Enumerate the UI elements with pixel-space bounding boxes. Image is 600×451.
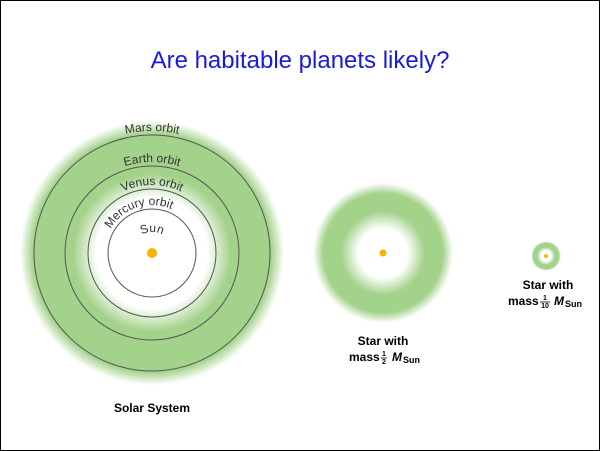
sun — [147, 248, 157, 258]
fraction-num: 1 — [543, 295, 547, 302]
star-label: Star with — [523, 278, 574, 292]
orbit-label: Earth orbit — [122, 151, 183, 169]
mass-label: mass — [508, 294, 539, 308]
mass-subscript: Sun — [403, 355, 420, 365]
star-label: Sun — [138, 221, 166, 237]
venus-orbit — [87, 188, 217, 318]
mass-label: mass — [349, 350, 380, 364]
half-mass-system: Star with mass 1 2 M Sun — [313, 183, 453, 366]
star — [544, 254, 548, 258]
earth-orbit — [64, 165, 240, 341]
star-label: Star with — [358, 334, 409, 348]
fraction-den: 10 — [541, 303, 549, 310]
mass-subscript: Sun — [565, 299, 582, 309]
title: Are habitable planets likely? — [151, 47, 450, 74]
fraction-num: 1 — [382, 351, 386, 358]
fraction-den: 2 — [382, 359, 386, 366]
mars-orbit — [33, 134, 271, 372]
mercury-orbit — [107, 208, 197, 298]
mass-symbol: M — [392, 350, 403, 364]
orbit-label: Venus orbit — [119, 174, 187, 195]
system-label: Solar System — [114, 401, 190, 415]
star — [379, 249, 387, 257]
tenth-mass-system: Star with mass 1 10 M Sun — [508, 241, 582, 310]
solar-system: Mars orbit Earth orbit Venus orbit Mercu… — [20, 120, 284, 415]
mass-symbol: M — [554, 294, 565, 308]
